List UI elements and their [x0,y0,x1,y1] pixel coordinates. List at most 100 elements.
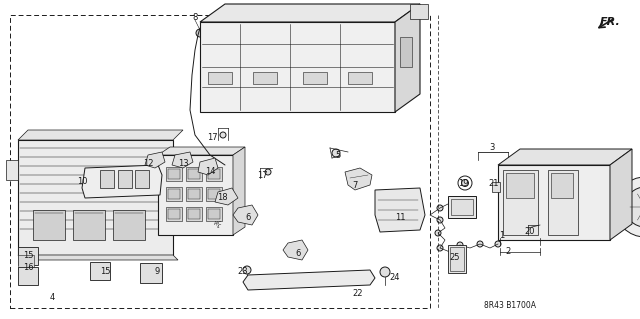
Bar [186,207,202,221]
Bar [206,187,222,201]
Circle shape [477,241,483,247]
Bar [18,247,38,265]
Bar [188,189,200,199]
Circle shape [220,132,226,138]
Polygon shape [18,140,173,255]
Polygon shape [172,152,193,168]
Bar [118,170,132,188]
Bar [90,262,110,280]
Polygon shape [6,160,18,180]
Polygon shape [18,130,183,140]
Text: 23: 23 [237,268,248,277]
Polygon shape [610,149,632,240]
Circle shape [352,44,368,60]
Circle shape [261,48,269,56]
Bar [18,255,34,269]
Bar [400,37,412,67]
Bar [113,210,145,240]
Circle shape [332,149,340,157]
Circle shape [531,227,537,233]
Bar [33,210,65,240]
Bar [208,169,220,179]
Text: 12: 12 [143,159,153,167]
Text: 3: 3 [490,144,495,152]
Polygon shape [82,165,162,198]
Bar [186,187,202,201]
Bar [168,209,180,219]
Bar [208,189,220,199]
Polygon shape [18,255,178,260]
Bar [206,167,222,181]
Bar [548,170,578,235]
Text: FR.: FR. [600,17,620,27]
Text: 6: 6 [295,249,301,257]
Text: 6: 6 [245,213,251,222]
Circle shape [337,277,343,283]
Bar [506,173,534,198]
Text: 2: 2 [506,248,511,256]
Bar [448,196,476,218]
Text: 25: 25 [450,254,460,263]
Bar [168,169,180,179]
Text: 24: 24 [390,273,400,283]
Text: A/C: A/C [214,220,222,226]
Polygon shape [158,155,233,235]
Circle shape [437,205,443,211]
Circle shape [380,267,390,277]
Polygon shape [395,4,420,112]
Text: 1: 1 [499,231,504,240]
Bar [166,207,182,221]
Bar [551,173,573,198]
Text: 18: 18 [217,194,227,203]
Text: 17: 17 [257,170,268,180]
Bar [166,167,182,181]
Circle shape [625,187,640,227]
Circle shape [241,211,249,219]
Circle shape [495,241,501,247]
Circle shape [243,266,251,274]
Text: 10: 10 [77,177,87,187]
Bar [503,170,538,235]
Text: 7: 7 [352,181,358,189]
Text: 14: 14 [205,167,215,176]
Text: 21: 21 [489,179,499,188]
Polygon shape [375,188,425,232]
Bar [100,170,114,188]
Polygon shape [283,240,308,260]
Polygon shape [200,4,420,22]
Bar [140,263,162,283]
Bar [410,4,428,19]
Bar [492,182,500,192]
Text: 4: 4 [49,293,54,302]
Text: 16: 16 [22,263,33,272]
Bar [73,210,105,240]
Bar [208,72,232,84]
Text: 11: 11 [395,213,405,222]
Circle shape [196,29,204,37]
Bar [10,15,430,308]
Text: 17: 17 [207,132,218,142]
Text: 15: 15 [23,250,33,259]
Polygon shape [345,168,372,190]
Text: 5: 5 [335,151,340,160]
Bar [451,199,473,215]
Bar [18,267,38,285]
Circle shape [291,246,299,254]
Circle shape [362,277,368,283]
Polygon shape [215,188,238,205]
Bar [166,187,182,201]
Circle shape [437,217,443,223]
Text: 4: 4 [217,225,220,229]
Polygon shape [158,147,245,155]
Polygon shape [233,205,258,225]
Circle shape [435,230,441,236]
Bar [208,209,220,219]
Text: 13: 13 [178,159,188,167]
Bar [188,209,200,219]
Circle shape [265,169,271,175]
Circle shape [216,48,224,56]
Circle shape [257,44,273,60]
Text: 9: 9 [154,268,159,277]
Bar [188,169,200,179]
Circle shape [615,177,640,237]
